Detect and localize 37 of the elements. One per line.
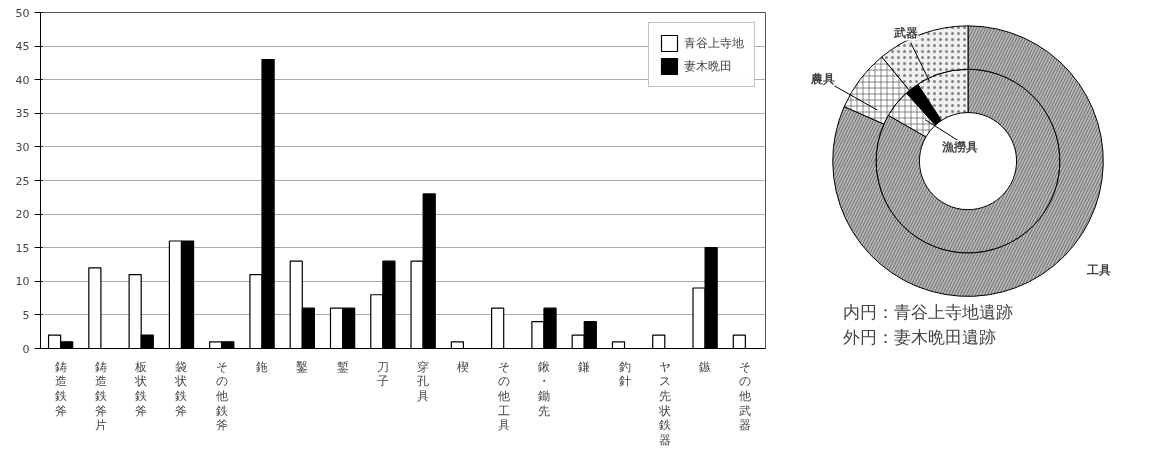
y-tick-label: 35 bbox=[15, 107, 30, 121]
text: 外円：妻木晩田遺跡 bbox=[843, 326, 997, 347]
x-tick-label: その他鉄斧 bbox=[215, 359, 228, 433]
y-tick-label: 0 bbox=[22, 342, 30, 356]
x-tick-label: 楔 bbox=[457, 359, 470, 374]
text: 内円：青谷上寺地遺跡 bbox=[843, 302, 1014, 323]
x-tick-label: その他工具 bbox=[497, 359, 510, 433]
y-tick-label: 45 bbox=[15, 40, 30, 54]
legend-label: 漁撈具 bbox=[940, 139, 978, 154]
x-tick-label: 袋状鉄斧 bbox=[174, 359, 188, 418]
x-tick-label: ヤス先状鉄器 bbox=[657, 359, 671, 447]
x-tick-label: 鎌 bbox=[578, 359, 591, 374]
x-tick-label: 鍬・鋤先 bbox=[537, 359, 550, 418]
legend-label: 妻木晩田 bbox=[684, 57, 732, 75]
slice-label: 農具 bbox=[809, 72, 835, 87]
y-tick-label: 50 bbox=[15, 6, 30, 20]
x-tick-label: 穿孔具 bbox=[417, 359, 430, 403]
y-tick-label: 25 bbox=[15, 174, 30, 188]
y-tick-label: 30 bbox=[15, 140, 30, 154]
y-tick-label: 15 bbox=[15, 241, 30, 255]
x-tick-label: その他武器 bbox=[739, 359, 752, 433]
y-tick-label: 5 bbox=[22, 308, 30, 322]
x-tick-label: 鑿 bbox=[296, 359, 309, 374]
x-tick-label: 鏨 bbox=[336, 359, 349, 374]
x-tick-label: 刀子 bbox=[376, 359, 389, 389]
slice-label: 武器 bbox=[893, 26, 919, 41]
x-tick-label: 鏃 bbox=[699, 359, 712, 374]
x-tick-label: 鋳造鉄斧片 bbox=[94, 359, 107, 433]
x-tick-label: 釣針 bbox=[618, 359, 631, 389]
x-tick-label: 板状鉄斧 bbox=[134, 359, 148, 418]
slice-label: 工具 bbox=[1086, 262, 1112, 277]
x-tick-label: 鉇 bbox=[256, 359, 269, 374]
y-tick-label: 10 bbox=[15, 275, 30, 289]
y-tick-label: 40 bbox=[15, 73, 30, 87]
x-tick-label: 鋳造鉄斧 bbox=[54, 359, 67, 418]
legend-label: 青谷上寺地 bbox=[684, 34, 744, 52]
y-tick-label: 20 bbox=[15, 208, 30, 222]
